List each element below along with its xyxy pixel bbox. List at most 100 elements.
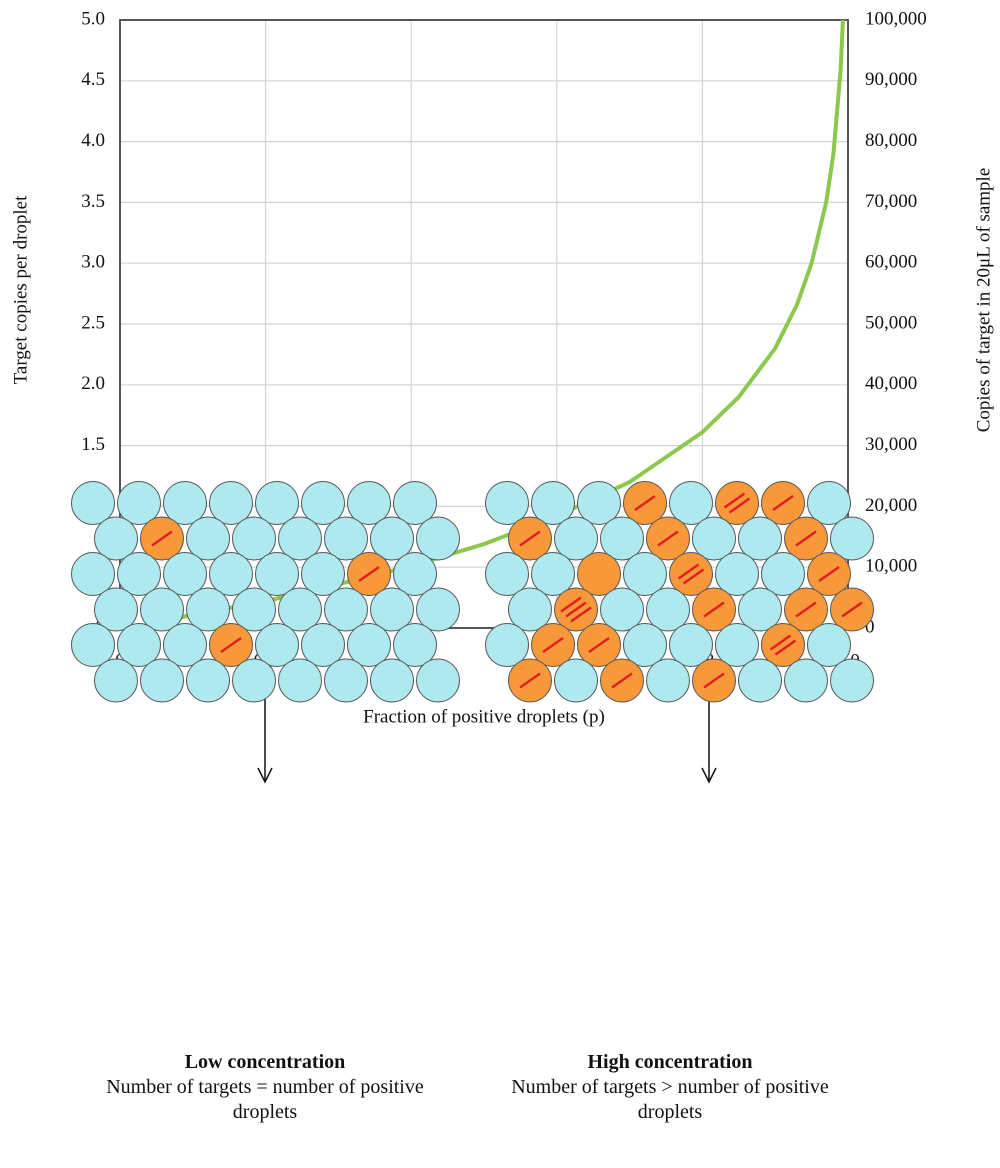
target	[818, 565, 840, 583]
droplet	[554, 658, 598, 703]
panel-caption: Number of targets > number of positive d…	[511, 1076, 829, 1123]
y-tick-label: 3.0	[81, 252, 105, 273]
droplet	[738, 516, 782, 561]
droplet	[301, 481, 345, 525]
droplet	[117, 481, 161, 525]
target	[519, 672, 541, 689]
target	[795, 601, 817, 618]
droplet	[232, 516, 276, 561]
droplet	[600, 516, 644, 561]
droplet	[94, 587, 138, 632]
droplet	[370, 516, 414, 561]
droplet	[71, 552, 115, 596]
droplet	[646, 587, 690, 632]
droplet	[301, 552, 345, 596]
droplet	[232, 587, 276, 632]
droplet	[669, 552, 713, 596]
droplet	[669, 481, 713, 525]
target	[560, 596, 582, 613]
droplet	[830, 516, 874, 561]
droplet	[738, 587, 782, 632]
y2-tick-label: 80,000	[865, 130, 917, 151]
droplet	[324, 516, 368, 561]
droplet	[416, 587, 460, 632]
y-tick-label: 4.0	[81, 130, 105, 151]
droplet	[209, 552, 253, 596]
y-tick-label: 4.5	[81, 69, 105, 90]
droplet	[117, 623, 161, 667]
droplet	[324, 658, 368, 703]
droplet	[807, 623, 851, 667]
target	[519, 530, 541, 547]
target	[703, 672, 725, 689]
droplet	[163, 481, 207, 525]
target	[634, 494, 656, 512]
y-tick-label: 5.0	[81, 8, 105, 29]
droplet	[669, 623, 713, 667]
droplet	[830, 658, 874, 703]
target	[774, 639, 797, 656]
target	[542, 636, 564, 654]
droplet	[209, 481, 253, 525]
droplet	[577, 481, 621, 525]
target	[151, 530, 173, 547]
droplet	[163, 623, 207, 667]
droplet	[646, 658, 690, 703]
y-tick-label: 2.5	[81, 312, 105, 333]
y2-tick-label: 60,000	[865, 252, 917, 273]
droplet	[278, 516, 322, 561]
droplet	[715, 623, 759, 667]
target	[565, 601, 587, 618]
target	[723, 492, 746, 509]
y2-tick-label: 40,000	[865, 373, 917, 394]
y-tick-label: 1.5	[81, 434, 105, 455]
target	[220, 636, 242, 654]
y2-tick-label: 70,000	[865, 191, 917, 212]
droplet	[485, 623, 529, 667]
droplet	[531, 552, 575, 596]
panel-title: High concentration	[587, 1051, 753, 1073]
droplet	[531, 481, 575, 525]
target	[358, 565, 380, 583]
droplet	[347, 623, 391, 667]
droplet	[232, 658, 276, 703]
target	[841, 601, 863, 618]
target	[657, 530, 679, 547]
target	[703, 601, 725, 618]
target	[728, 497, 751, 514]
panel-title: Low concentration	[184, 1051, 346, 1073]
droplet	[324, 587, 368, 632]
y2-tick-label: 30,000	[865, 434, 917, 455]
target	[677, 563, 700, 580]
droplet	[255, 481, 299, 525]
droplet	[255, 623, 299, 667]
plot-frame	[119, 19, 849, 629]
droplet	[255, 552, 299, 596]
target	[769, 634, 792, 651]
droplet	[347, 481, 391, 525]
chart: Target copies per droplet Copies of targ…	[10, 8, 994, 784]
droplet	[623, 552, 667, 596]
droplet	[623, 623, 667, 667]
y2-tick-label: 90,000	[865, 69, 917, 90]
droplet	[278, 587, 322, 632]
droplet	[784, 658, 828, 703]
droplet	[140, 658, 184, 703]
droplet	[94, 516, 138, 561]
droplet	[278, 658, 322, 703]
droplet	[186, 658, 230, 703]
droplet	[508, 587, 552, 632]
y2-tick-label: 0	[865, 616, 875, 637]
droplet-panel	[71, 481, 460, 703]
y-axis-label: Target copies per droplet	[10, 195, 31, 384]
droplet	[163, 552, 207, 596]
droplet	[140, 587, 184, 632]
y-tick-label: 2.0	[81, 373, 105, 394]
droplet	[416, 516, 460, 561]
droplet	[485, 481, 529, 525]
droplet	[600, 587, 644, 632]
droplet	[370, 658, 414, 703]
droplet	[577, 552, 621, 596]
droplet	[370, 587, 414, 632]
